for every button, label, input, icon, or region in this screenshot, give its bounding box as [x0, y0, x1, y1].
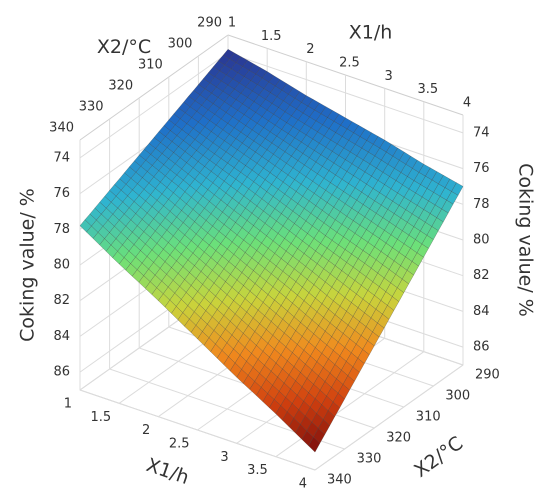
- x-tick-label-bottom: 2: [142, 423, 150, 438]
- x-tick-label-top: 3: [385, 69, 393, 84]
- y-tick-label-bottom: 330: [357, 452, 382, 467]
- surface-patch: [237, 71, 307, 137]
- surface-patch: [148, 186, 218, 261]
- box-edge: [79, 34, 229, 141]
- y-axis-title-bottom: X2/°C: [410, 432, 467, 482]
- x-tick-label-bottom: 1.5: [90, 410, 111, 425]
- z-tick-label-left: 74: [53, 150, 70, 165]
- y-tick-label-bottom: 290: [475, 368, 500, 383]
- surface-patch: [207, 110, 277, 178]
- grid-line: [79, 140, 316, 471]
- z-tick-label-left: 86: [53, 365, 70, 380]
- y-tick-label-top: 300: [168, 37, 193, 52]
- surface-patch: [79, 190, 150, 265]
- y-tick-label-top: 320: [108, 79, 133, 94]
- z-tick-label-right: 74: [473, 125, 490, 140]
- surface-patch: [236, 329, 306, 415]
- z-tick-label-left: 84: [53, 329, 70, 344]
- y-tick-label-bottom: 320: [386, 431, 411, 446]
- surface-patch: [305, 314, 375, 400]
- x-tick-label-top: 1.5: [261, 29, 282, 44]
- z-tick-label-right: 82: [473, 268, 490, 283]
- y-tick-label-top: 330: [79, 100, 104, 115]
- surface-patch: [286, 161, 356, 236]
- x-tick-label-bottom: 2.5: [169, 437, 190, 452]
- z-tick-label-left: 78: [53, 222, 70, 237]
- surface-patch: [275, 363, 345, 453]
- z-tick-label-right: 78: [473, 197, 490, 212]
- x-tick-label-top: 2.5: [339, 56, 360, 71]
- surface-patch: [178, 149, 248, 220]
- surface-patch: [393, 163, 464, 240]
- x-axis-title-top: X1/h: [349, 22, 393, 44]
- y-tick-label-bottom: 310: [416, 410, 441, 425]
- y-tick-label-top: 290: [197, 16, 222, 31]
- surface-patch: [295, 235, 365, 315]
- x-tick-label-top: 1: [228, 16, 236, 31]
- x-tick-label-bottom: 4: [299, 477, 307, 490]
- y-tick-label-top: 340: [49, 121, 74, 136]
- z-tick-label-right: 80: [473, 233, 490, 248]
- surface-patch: [168, 84, 238, 150]
- surface-patch: [325, 187, 395, 264]
- surface-patch: [364, 213, 434, 293]
- surface-patch: [256, 206, 326, 282]
- y-tick-label-bottom: 340: [327, 473, 352, 488]
- z-tick-label-right: 84: [473, 304, 490, 319]
- surface-patch: [354, 139, 425, 214]
- y-axis-title-top: X2/°C: [97, 36, 151, 58]
- x-tick-label-bottom: 3: [220, 450, 228, 465]
- z-tick-label-left: 82: [53, 293, 70, 308]
- z-tick-label-right: 86: [473, 340, 490, 355]
- x-axis-title-bottom: X1/h: [143, 454, 191, 489]
- surface-patch: [109, 154, 179, 226]
- surface-mesh: [308, 436, 321, 453]
- z-axis-title-right: Coking value/ %: [515, 163, 537, 317]
- x-tick-label-bottom: 3.5: [247, 463, 268, 478]
- z-tick-label-left: 76: [53, 186, 70, 201]
- z-tick-label-right: 76: [473, 161, 490, 176]
- z-tick-label-left: 80: [53, 258, 70, 273]
- x-tick-label-top: 2: [306, 42, 314, 57]
- surface-patch: [198, 49, 268, 111]
- x-tick-label-top: 4: [463, 96, 471, 111]
- surface-patch: [276, 95, 346, 163]
- z-axis-title-left: Coking value/ %: [17, 188, 39, 342]
- x-tick-label-top: 3.5: [417, 82, 438, 97]
- surface-patch: [315, 117, 385, 189]
- surface-patch: [334, 263, 405, 347]
- surface-patch: [197, 294, 267, 378]
- surface-patch: [246, 135, 317, 207]
- y-tick-label-top: 310: [138, 58, 163, 73]
- x-tick-label-bottom: 1: [64, 397, 72, 412]
- y-tick-label-bottom: 300: [445, 389, 470, 404]
